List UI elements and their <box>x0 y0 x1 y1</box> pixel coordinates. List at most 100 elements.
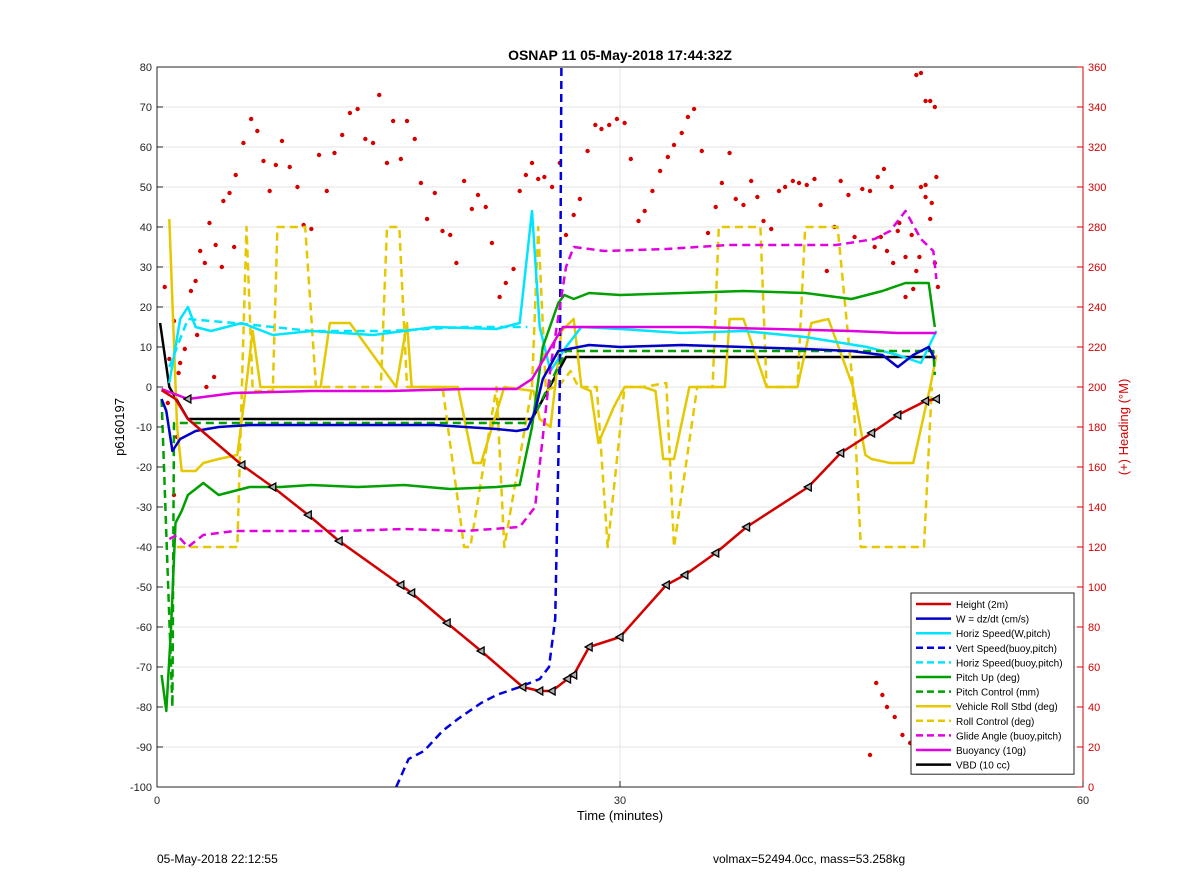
heading-point <box>577 196 583 202</box>
heading-point <box>776 188 782 194</box>
height-marker <box>614 631 624 643</box>
y-tick-label: -40 <box>136 542 152 554</box>
heading-point <box>529 160 535 166</box>
y-tick-label: 0 <box>146 382 152 394</box>
y2-tick-label: 200 <box>1088 382 1106 394</box>
heading-point <box>903 254 908 260</box>
heading-point <box>213 242 218 248</box>
heading-point <box>332 150 337 156</box>
y-tick-label: 10 <box>140 342 152 354</box>
heading-point <box>167 356 172 362</box>
legend-label: W = dz/dt (cm/s) <box>956 615 1029 626</box>
heading-point <box>404 118 410 124</box>
heading-point <box>935 284 941 290</box>
heading-point <box>469 206 475 212</box>
heading-point <box>614 116 620 122</box>
y2-tick-label: 280 <box>1088 222 1106 234</box>
heading-point <box>911 286 916 292</box>
axes: -100-90-80-70-60-50-40-30-20-10010203040… <box>130 62 1106 807</box>
heading-point <box>316 152 322 158</box>
heading-point <box>355 106 360 112</box>
heading-point <box>475 192 481 198</box>
legend-label: Glide Angle (buoy,pitch) <box>956 731 1061 742</box>
height-marker <box>583 641 593 653</box>
y-tick-label: 60 <box>140 142 152 154</box>
heading-point <box>923 194 928 200</box>
heading-point <box>177 360 183 366</box>
y-tick-label: -10 <box>136 422 152 434</box>
x-tick-label: 0 <box>154 795 160 807</box>
heading-point <box>188 288 194 294</box>
y2-tick-label: 80 <box>1088 622 1100 634</box>
heading-point <box>928 216 933 222</box>
legend-label: Vehicle Roll Stbd (deg) <box>956 702 1058 713</box>
y2-tick-label: 340 <box>1088 102 1106 114</box>
heading-point <box>363 136 368 142</box>
y-tick-label: -30 <box>136 502 152 514</box>
height-marker <box>931 393 941 405</box>
heading-point <box>881 166 887 172</box>
heading-point <box>248 116 254 122</box>
heading-point <box>923 182 928 188</box>
heading-point <box>261 158 266 164</box>
heading-point <box>503 280 508 286</box>
heading-point <box>267 188 272 194</box>
y2-axis-label: (+) Heading (°M) <box>1116 379 1131 476</box>
height-marker <box>302 509 312 521</box>
height-marker <box>568 669 578 681</box>
heading-point <box>642 208 647 214</box>
y2-tick-label: 220 <box>1088 342 1106 354</box>
heading-point <box>622 120 627 126</box>
heading-point <box>536 176 541 182</box>
heading-point <box>606 122 612 128</box>
heading-point <box>867 188 873 194</box>
heading-point <box>733 196 738 202</box>
heading-point <box>193 278 198 284</box>
heading-point <box>727 150 732 156</box>
series-line-buoyancy-10g <box>161 325 937 401</box>
height-marker <box>546 685 556 697</box>
heading-point <box>873 680 879 686</box>
heading-point <box>295 184 300 190</box>
y-tick-label: -60 <box>136 622 152 634</box>
heading-point <box>914 72 919 78</box>
heading-point <box>867 752 873 758</box>
series-line-pitch-up-deg <box>160 281 937 713</box>
height-marker <box>866 427 876 439</box>
heading-point <box>221 198 226 204</box>
x-tick-label: 30 <box>614 795 626 807</box>
heading-point <box>934 174 939 180</box>
y-tick-label: 40 <box>140 222 152 234</box>
heading-point <box>340 132 345 138</box>
series-line-vert-speed-buoy-pitch <box>395 67 563 787</box>
legend-label: Horiz Speed(buoy,pitch) <box>956 658 1063 669</box>
heading-point <box>347 110 353 116</box>
legend-box <box>910 592 1075 775</box>
heading-point <box>412 136 417 142</box>
heading-point <box>255 128 260 134</box>
y2-tick-label: 320 <box>1088 142 1106 154</box>
heading-point <box>517 188 522 194</box>
y2-tick-label: 120 <box>1088 542 1106 554</box>
series-group <box>158 67 941 787</box>
series-line-height-2m <box>160 389 937 693</box>
height-marker <box>236 459 246 471</box>
heading-point <box>241 140 246 146</box>
heading-point <box>918 70 924 76</box>
y-tick-label: -100 <box>130 782 152 794</box>
y2-tick-label: 300 <box>1088 182 1106 194</box>
y-tick-label: -70 <box>136 662 152 674</box>
heading-point <box>679 130 684 136</box>
heading-point <box>489 240 495 246</box>
heading-point <box>461 178 467 184</box>
heading-point <box>418 180 424 186</box>
height-marker <box>920 395 930 407</box>
heading-point <box>782 184 788 190</box>
legend-label: Horiz Speed(W,pitch) <box>956 629 1050 640</box>
height-marker <box>182 393 192 405</box>
heading-point <box>914 268 919 274</box>
height-marker <box>267 481 277 493</box>
heading-point <box>890 260 896 266</box>
heading-point <box>705 230 711 236</box>
y2-tick-label: 180 <box>1088 422 1106 434</box>
